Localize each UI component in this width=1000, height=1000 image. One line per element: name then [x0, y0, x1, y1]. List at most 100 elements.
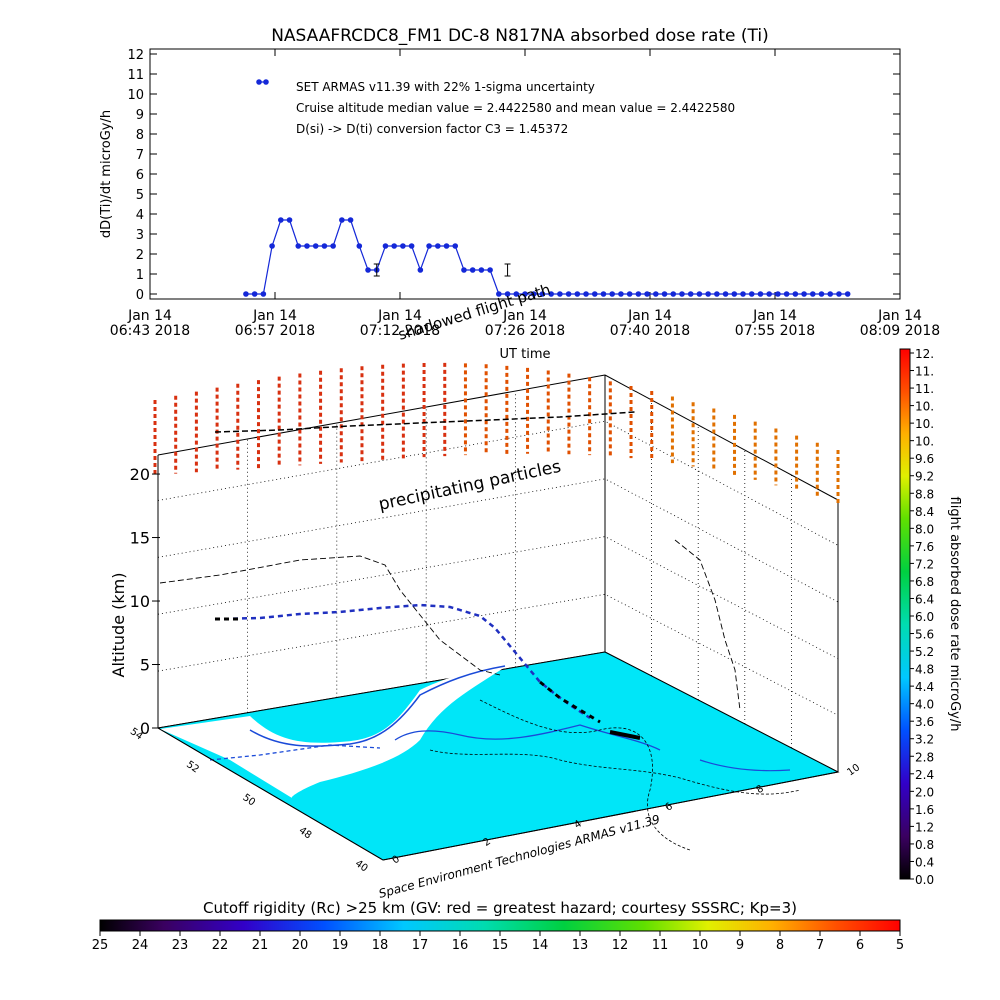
- dose-rate-colorbar-tick-label: 10.: [915, 400, 934, 414]
- top-y-tick-label: 8: [136, 128, 144, 143]
- cutoff-rigidity-tick-label: 16: [452, 938, 469, 953]
- map-land: [160, 664, 510, 798]
- dose-rate-colorbar-tick-label: 4.4: [915, 680, 934, 694]
- altitude-axis: 0 5 10 15 20: [130, 465, 160, 738]
- cutoff-rigidity-tick-label: 24: [132, 938, 149, 953]
- note-line-2: Cruise altitude median value = 2.4422580…: [296, 101, 735, 115]
- flight-track-ground: [609, 730, 641, 740]
- dose-rate-colorbar-tick-label: 4.0: [915, 698, 934, 712]
- dose-rate-point: [417, 267, 424, 273]
- dose-rate-colorbar-ticks: 12. 11. 11. 10. 10. 10. 9.6 9.2 8.8 8.4 8.0 7.6 7.2 6…: [910, 347, 934, 887]
- map-floor: [156, 651, 840, 861]
- dose-rate-colorbar-tick-label: 6.8: [915, 575, 934, 589]
- dose-rate-point: [696, 291, 703, 297]
- top-y-tick-label: 12: [127, 48, 144, 63]
- dose-rate-colorbar-tick-label: 2.4: [915, 768, 934, 782]
- dose-rate-point: [251, 291, 258, 297]
- cutoff-rigidity-tick-label: 19: [332, 938, 349, 953]
- box-grid: [157, 593, 839, 716]
- top-x-tick-label-time: 07:26 2018: [485, 323, 565, 339]
- dose-rate-colorbar-tick-label: 2.8: [915, 750, 934, 764]
- dose-rate-colorbar-tick-label: 1.6: [915, 803, 934, 817]
- dose-rate-point: [714, 291, 720, 297]
- box-edge: [604, 374, 839, 501]
- dose-rate-point: [278, 217, 284, 223]
- dose-rate-point: [722, 291, 729, 297]
- top-x-tick-label-time: 07:55 2018: [735, 323, 815, 339]
- dose-rate-colorbar-tick-label: 0.8: [915, 838, 934, 852]
- top-y-tick-label: 10: [127, 88, 144, 103]
- 3d-box-front: [157, 727, 839, 861]
- dose-rate-point: [260, 291, 267, 297]
- dose-rate-point: [426, 243, 432, 249]
- dose-rate-point: [295, 243, 302, 249]
- coastline: [249, 665, 506, 747]
- cutoff-rigidity-label: Cutoff rigidity (Rc) >25 km (GV: red = g…: [203, 899, 797, 917]
- altitude-tick-label: 20: [130, 465, 150, 484]
- altitude-tick-label: 5: [140, 656, 150, 675]
- cutoff-rigidity-tick-label: 23: [172, 938, 189, 953]
- top-x-tick-label-date: Jan 14: [877, 308, 922, 324]
- dose-rate-point: [705, 291, 711, 297]
- dose-rate-point: [312, 243, 319, 249]
- dose-rate-point: [452, 243, 459, 249]
- dose-rate-point: [530, 291, 537, 297]
- dose-rate-colorbar-tick-label: 11.: [915, 365, 934, 379]
- dose-rate-point: [583, 291, 589, 297]
- top-x-tick-label-time: 07:12 2018: [360, 323, 440, 339]
- dose-rate-point: [565, 291, 572, 297]
- dose-rate-point: [757, 291, 764, 297]
- dose-rate-point: [844, 291, 851, 297]
- dose-rate-colorbar-tick-label: 9.6: [915, 452, 934, 466]
- dose-rate-colorbar-tick-label: 10.: [915, 417, 934, 431]
- altitude-axis-label: Altitude (km): [109, 573, 128, 678]
- dose-rate-point: [827, 291, 834, 297]
- note-line-1: SET ARMAS v11.39 with 22% 1-sigma uncert…: [296, 80, 595, 94]
- dose-rate-point: [836, 291, 842, 297]
- top-y-tick-label: 7: [136, 148, 144, 163]
- dose-rate-point: [513, 291, 520, 297]
- dose-rate-point: [504, 291, 511, 297]
- box-edge-front: [157, 727, 384, 861]
- dose-rate-point: [687, 291, 694, 297]
- top-y-tick-label: 3: [136, 228, 144, 243]
- altitude-tick-label: 15: [130, 529, 150, 548]
- dose-rate-point: [766, 291, 772, 297]
- latitude-tick-label: 48: [297, 825, 314, 841]
- top-x-tick-label-date: Jan 14: [377, 308, 422, 324]
- dose-rate-point: [539, 291, 546, 297]
- dose-rate-colorbar-tick-label: 4.8: [915, 663, 934, 677]
- track-projection: [674, 539, 741, 711]
- cutoff-rigidity-tick-label: 5: [896, 938, 904, 953]
- top-x-tick-label-date: Jan 14: [127, 308, 172, 324]
- flight-track: [159, 411, 741, 740]
- top-x-tick-label-date: Jan 14: [252, 308, 297, 324]
- dose-rate-point: [263, 79, 269, 85]
- dose-rate-point: [469, 267, 476, 273]
- box-edge-front: [382, 771, 839, 861]
- latitude-tick-label: 50: [240, 792, 257, 808]
- dose-rate-colorbar-label: flight absorbed dose rate microGy/h: [947, 497, 962, 732]
- box-grid: [157, 478, 839, 603]
- dose-rate-point: [365, 267, 371, 273]
- dose-rate-point: [818, 291, 825, 297]
- top-y-tick-label: 1: [136, 268, 144, 283]
- cutoff-rigidity-tick-label: 20: [292, 938, 309, 953]
- dose-rate-colorbar-tick-label: 3.2: [915, 733, 934, 747]
- cutoff-rigidity-tick-label: 10: [692, 938, 709, 953]
- dose-rate-colorbar-tick-label: 6.0: [915, 610, 934, 624]
- cutoff-rigidity-tick-label: 15: [492, 938, 509, 953]
- top-y-tick-label: 2: [136, 248, 144, 263]
- dose-rate-colorbar-tick-label: 7.6: [915, 540, 934, 554]
- dose-rate-point: [591, 291, 598, 297]
- cutoff-rigidity-tick-label: 22: [212, 938, 229, 953]
- altitude-tick-label: 10: [130, 592, 150, 611]
- particle-columns: [153, 362, 840, 505]
- dose-rate-colorbar-tick-label: 0.0: [915, 873, 934, 887]
- dose-rate-point: [269, 243, 275, 249]
- shadowed-flight-path: [214, 411, 636, 433]
